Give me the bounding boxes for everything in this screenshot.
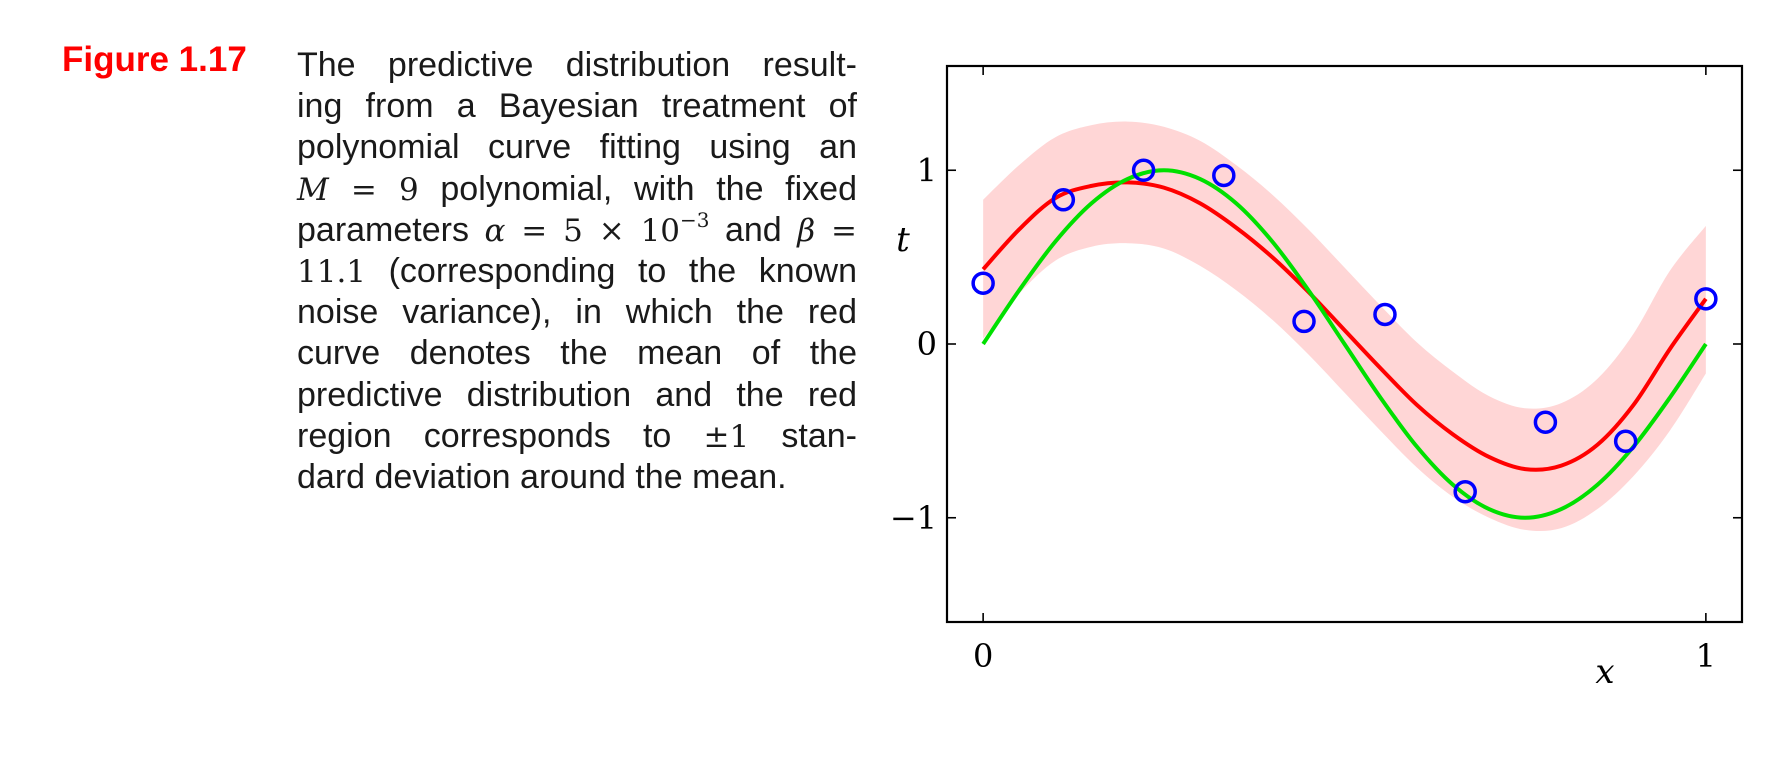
caption-math: = 9 [328, 171, 419, 208]
curve-layer [981, 168, 1708, 520]
axes-layer: 0 1 1 0 −1 x t [890, 64, 1744, 692]
data-point [1373, 302, 1397, 327]
caption-line: noise variance), in which the red [297, 293, 857, 332]
data-point [1533, 410, 1558, 434]
caption-line: predictive distribution and the red [297, 375, 857, 414]
std-band-layer [983, 121, 1706, 532]
caption-superscript: −3 [680, 207, 710, 232]
true-function-curve [981, 168, 1708, 520]
caption-line: 11.1 (corresponding to the known [297, 251, 857, 290]
caption-line: dard deviation around the mean. [297, 457, 787, 496]
caption-math: α [484, 212, 506, 249]
data-point [1613, 429, 1638, 454]
caption-line: The predictive distribution result- [297, 46, 857, 84]
y-axis-label: t [896, 220, 910, 260]
caption-line: parameters α = 5 × 10−3 and β = [297, 207, 857, 249]
data-point-layer [971, 158, 1718, 504]
caption-math: = [815, 212, 857, 249]
y-tick-label: 1 [917, 151, 937, 189]
y-tick-label: 0 [917, 325, 937, 363]
x-tick-label: 1 [1696, 637, 1716, 675]
data-point [1051, 188, 1076, 212]
data-point [1694, 287, 1718, 311]
caption-math: ±1 [703, 418, 750, 455]
figure-caption: The predictive distribution result-ing f… [297, 45, 857, 498]
data-point [1212, 163, 1236, 188]
caption-math: 11.1 [297, 253, 367, 290]
y-tick-label: −1 [890, 499, 937, 537]
caption-line: polynomial curve fitting using an [297, 128, 857, 167]
caption-line: region corresponds to ±1 stan- [297, 416, 857, 455]
data-point [1131, 158, 1156, 182]
caption-line: curve denotes the mean of the [297, 334, 857, 373]
predictive-mean-curve [981, 180, 1708, 472]
x-axis-label: x [1595, 652, 1614, 692]
figure-label: Figure 1.17 [62, 40, 247, 79]
caption-math: M [297, 171, 329, 208]
caption-line: ing from a Bayesian treatment of [297, 87, 857, 126]
std-deviation-band [983, 121, 1706, 532]
caption-math: = 5 × 10 [505, 212, 681, 249]
caption-math: β [797, 212, 816, 249]
x-tick-label: 0 [973, 637, 993, 675]
data-point [1453, 479, 1477, 504]
data-point [1292, 309, 1316, 334]
data-point [971, 271, 995, 295]
caption-line: M = 9 polynomial, with the fixed [297, 169, 857, 208]
